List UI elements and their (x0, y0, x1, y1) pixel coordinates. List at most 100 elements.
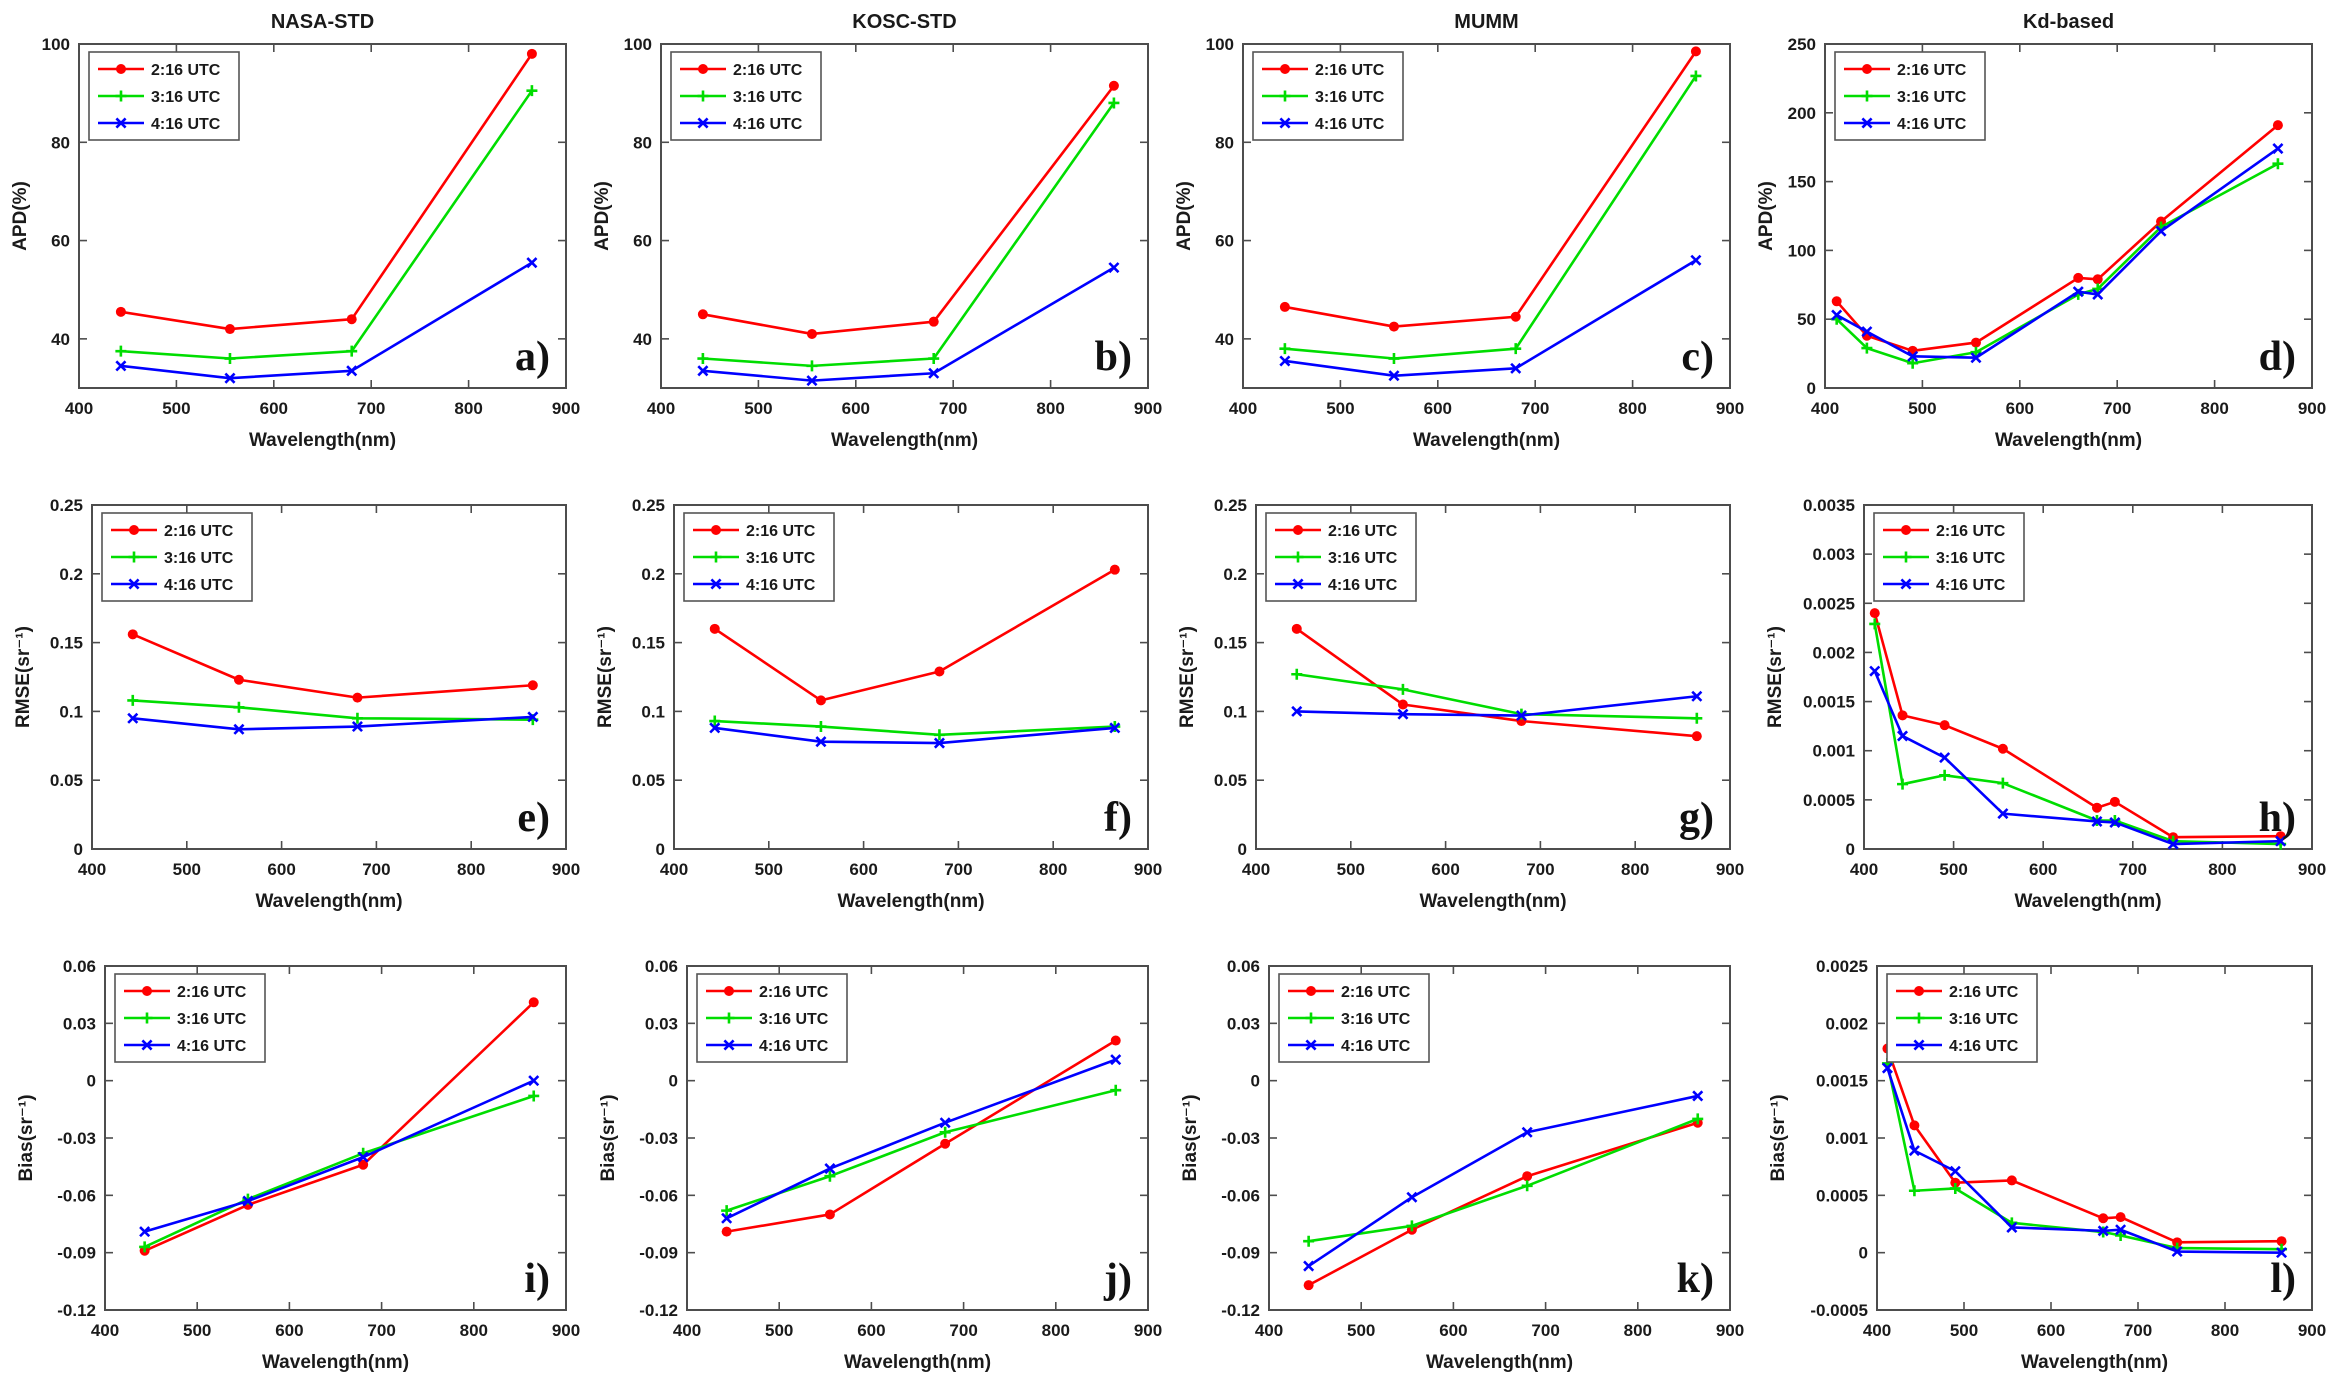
series-line (714, 568, 1116, 702)
x-tick-label: 600 (260, 399, 288, 418)
legend-marker (1901, 525, 1911, 535)
data-point-marker (2276, 1236, 2287, 1247)
x-tick-label: 600 (1424, 399, 1452, 418)
legend-item: 4:16 UTC (1288, 1038, 1411, 1055)
series-line (1873, 612, 2281, 839)
legend-item: 3:16 UTC (1288, 1011, 1411, 1028)
data-point-marker (2072, 286, 2084, 298)
y-tick-label: 0.001 (1825, 1129, 1868, 1148)
legend-label: 3:16 UTC (1897, 89, 1967, 106)
legend: 2:16 UTC 3:16 UTC 4:16 UTC (696, 973, 848, 1063)
series-line (120, 89, 533, 360)
y-tick-label: 0.03 (1227, 1014, 1260, 1033)
data-point-marker (824, 1163, 836, 1175)
legend-marker (141, 1039, 153, 1051)
series-line (132, 633, 533, 699)
panel-d: 400 500 600 700 800 900 0 50 100 150 200 250 Kd-base… (1746, 0, 2328, 461)
y-tick-label: -0.0005 (1810, 1301, 1868, 1320)
y-tick-label: 0.0025 (1803, 594, 1855, 613)
y-tick-label: 100 (624, 35, 652, 54)
series-line (1284, 50, 1697, 328)
x-tick-label: 400 (65, 399, 93, 418)
legend-marker (711, 525, 721, 535)
x-tick-label: 700 (939, 399, 967, 418)
series-3-16-utc (1279, 70, 1702, 365)
x-tick-label: 900 (2298, 860, 2326, 879)
x-tick-label: 700 (1521, 399, 1549, 418)
legend: 2:16 UTC 3:16 UTC 4:16 UTC (1873, 512, 2025, 602)
legend-marker (115, 90, 127, 102)
panel-h: 400 500 600 700 800 900 0 0.0005 0.001 0.0015 0.00… (1746, 461, 2328, 922)
x-tick-label: 400 (1811, 399, 1839, 418)
series-4-16-utc (1831, 143, 2284, 364)
legend-marker (1862, 64, 1872, 74)
y-tick-label: -0.03 (57, 1129, 96, 1148)
data-point-marker (1907, 357, 1919, 369)
data-point-marker (1691, 712, 1703, 724)
series-2-16-utc (1279, 46, 1701, 332)
y-tick-label: 80 (51, 133, 70, 152)
legend-item: 4:16 UTC (124, 1038, 247, 1055)
y-tick-label: 100 (42, 35, 70, 54)
data-point-marker (1691, 690, 1703, 702)
series-4-16-utc (1303, 1090, 1704, 1272)
legend-label: 3:16 UTC (1949, 1011, 2019, 1028)
chart-b: 400 500 600 700 800 900 40 60 80 100 KOSC-STD Wavel… (582, 0, 1164, 461)
data-point-marker (224, 372, 236, 384)
data-point-marker (526, 48, 537, 59)
legend-marker (1279, 117, 1291, 129)
legend-item: 4:16 UTC (1896, 1038, 2019, 1055)
data-point-marker (721, 1212, 733, 1224)
legend-marker (116, 64, 126, 74)
x-tick-label: 900 (1716, 1321, 1744, 1340)
series-4-16-utc (1869, 665, 2287, 850)
tick-marks (1824, 43, 2313, 389)
x-tick-label: 500 (162, 399, 190, 418)
series-line (702, 84, 1115, 336)
chart-title: NASA-STD (271, 11, 374, 33)
chart-a: 400 500 600 700 800 900 40 60 80 100 NASA-STD Wavel… (0, 0, 582, 461)
data-point-marker (1110, 1035, 1121, 1046)
legend-item: 3:16 UTC (111, 550, 234, 567)
chart-g: 400 500 600 700 800 900 0 0.05 0.1 0.15 0.2 0.25 Wav… (1164, 461, 1746, 922)
data-point-marker (526, 85, 538, 97)
data-point-marker (1690, 46, 1701, 57)
legend-label: 4:16 UTC (1897, 116, 1967, 133)
x-tick-label: 800 (1039, 860, 1067, 879)
panel-e: 400 500 600 700 800 900 0 0.05 0.1 0.15 0.2 0.25 Wav… (0, 461, 582, 922)
y-tick-label: 0 (669, 1072, 678, 1091)
x-tick-label: 700 (1531, 1321, 1559, 1340)
data-point-marker (1690, 70, 1702, 82)
y-axis-label: APD(%) (10, 181, 31, 251)
y-tick-label: -0.12 (1221, 1301, 1260, 1320)
x-tick-label: 800 (2200, 399, 2228, 418)
x-tick-label: 600 (2037, 1321, 2065, 1340)
x-axis-label: Wavelength(nm) (249, 430, 396, 451)
legend-marker (698, 64, 708, 74)
x-tick-label: 900 (2298, 399, 2326, 418)
series-4-16-utc (709, 722, 1121, 749)
panel-i: 400 500 600 700 800 900 -0.12 -0.09 -0.06 -0.03 0 0… (0, 922, 582, 1383)
series-line (1308, 1117, 1699, 1243)
data-point-marker (139, 1226, 151, 1238)
x-tick-label: 900 (1134, 860, 1162, 879)
series-4-16-utc (1291, 690, 1703, 722)
tick-marks (1268, 965, 1731, 1311)
x-tick-label: 400 (1229, 399, 1257, 418)
y-tick-label: 40 (633, 330, 652, 349)
legend-marker (1861, 90, 1873, 102)
legend-marker (1292, 578, 1304, 590)
legend-item: 3:16 UTC (124, 1011, 247, 1028)
series-2-16-utc (1869, 608, 2286, 843)
legend-label: 3:16 UTC (177, 1011, 247, 1028)
legend-marker (710, 551, 722, 563)
data-point-marker (2006, 1221, 2018, 1233)
series-3-16-utc (1303, 1113, 1704, 1247)
legend-label: 2:16 UTC (177, 984, 247, 1001)
legend: 2:16 UTC 3:16 UTC 4:16 UTC (88, 51, 240, 141)
legend-item: 2:16 UTC (680, 62, 803, 79)
y-tick-label: 0 (74, 840, 83, 859)
y-tick-label: -0.09 (57, 1244, 96, 1263)
legend-marker (697, 90, 709, 102)
